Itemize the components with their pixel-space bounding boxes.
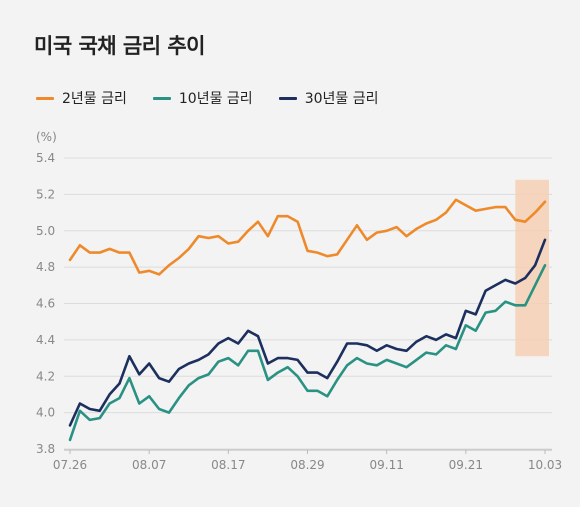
legend-swatch-2y [36,96,54,100]
x-tick-label: 10.03 [528,458,562,472]
legend-swatch-30y [278,96,297,100]
legend-label-30y: 30년물 금리 [304,91,379,107]
x-tick-label: 09.11 [369,458,403,472]
y-tick-label: 5.0 [36,224,55,238]
legend-item-10y: 10년물 금리 [152,88,253,108]
legend: 2년물 금리 10년물 금리 30년물 금리 [36,88,378,108]
y-tick-label: 4.4 [36,333,55,347]
legend-label-2y: 2년물 금리 [62,91,127,107]
series-line-2y [68,198,547,276]
legend-label-10y: 10년물 금리 [178,91,253,107]
x-tick-label: 07.26 [53,458,87,472]
y-tick-label: 4.0 [36,406,55,420]
y-tick-label: 4.2 [36,369,55,383]
y-tick-label: 3.8 [36,442,55,456]
series-line-30y [68,238,547,427]
y-tick-label: 4.6 [36,297,55,311]
series-line-10y [68,263,547,442]
x-tick-label: 09.21 [449,458,483,472]
chart-title: 미국 국채 금리 추이 [34,34,206,58]
y-tick-label: 5.4 [36,151,55,165]
legend-item-30y: 30년물 금리 [278,88,379,108]
x-tick-label: 08.29 [290,458,324,472]
y-unit-label: (%) [36,130,57,144]
legend-swatch-10y [152,96,171,100]
y-tick-label: 4.8 [36,260,55,274]
y-tick-label: 5.2 [36,187,55,201]
x-tick-label: 08.17 [211,458,245,472]
legend-item-2y: 2년물 금리 [36,88,127,108]
x-tick-label: 08.07 [132,458,166,472]
